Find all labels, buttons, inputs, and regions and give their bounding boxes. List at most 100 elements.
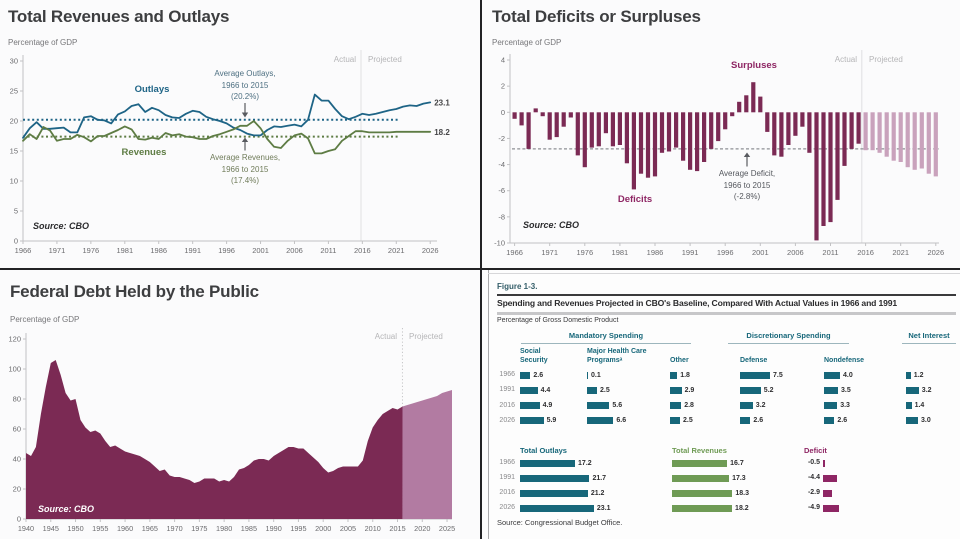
table-cell: 0.1 xyxy=(587,371,601,379)
deficit-bar xyxy=(828,112,833,223)
tick-label: 2016 xyxy=(354,246,371,255)
deficit-bar xyxy=(905,112,910,168)
avg-deficit-note: Average Deficit, 1966 to 2015 (-2.8%) xyxy=(718,169,776,201)
table-cell: 3.2 xyxy=(740,402,766,410)
deficit-bar xyxy=(842,112,847,166)
value-bar xyxy=(587,402,610,410)
row-year-label: 1966 xyxy=(499,371,515,378)
arrow-up-icon xyxy=(743,152,751,167)
chart-title: Federal Debt Held by the Public xyxy=(10,282,259,301)
totals-row: 2026 23.1 18.2 -4.9 xyxy=(481,504,960,514)
table-row: 1991 4.4 2.5 2.9 5.2 3.5 3.2 xyxy=(481,386,960,396)
value-bar xyxy=(670,417,680,425)
tick-label: -6 xyxy=(498,186,505,195)
value-bar xyxy=(824,386,838,394)
table-cell: 17.3 xyxy=(672,474,746,482)
deficit-bar xyxy=(547,112,552,140)
actual-label: Actual xyxy=(333,55,356,64)
totals-row: 1991 21.7 17.3 -4.4 xyxy=(481,474,960,484)
table-cell: 21.7 xyxy=(520,474,606,482)
tick-label: 1975 xyxy=(191,524,207,533)
tick-label: 20 xyxy=(13,485,21,494)
row-year-label: 2016 xyxy=(499,489,515,496)
value-bar xyxy=(824,417,835,425)
debt-area-actual xyxy=(26,360,403,519)
table-cell xyxy=(823,504,839,512)
group-header-net-interest: Net Interest xyxy=(902,331,956,344)
surpluses-label: Surpluses xyxy=(731,60,777,71)
row-year-label: 1991 xyxy=(499,474,515,481)
table-cell: 4.0 xyxy=(824,371,853,379)
row-year-label: 1966 xyxy=(499,459,515,466)
deficit-bar xyxy=(540,112,545,117)
table-cell: 7.5 xyxy=(740,371,783,379)
deficit-bar xyxy=(645,112,651,178)
tick-label: 0 xyxy=(501,108,505,117)
value-bar xyxy=(520,474,590,482)
tick-label: 80 xyxy=(13,395,21,404)
table-cell: 2.6 xyxy=(740,417,763,425)
value-label: 18.3 xyxy=(735,489,749,497)
value-bar xyxy=(520,504,594,512)
table-cell: 5.9 xyxy=(520,417,556,425)
table-cell xyxy=(823,489,833,497)
value-label: 5.6 xyxy=(612,402,623,410)
value-bar xyxy=(672,489,733,497)
table-cell: 18.2 xyxy=(672,504,749,512)
tick-label: 2006 xyxy=(787,248,804,257)
value-label: 1.4 xyxy=(914,402,925,410)
deficit-bar xyxy=(652,112,658,177)
deficit-bar xyxy=(688,112,693,170)
value-label: 2.9 xyxy=(684,386,695,394)
value-bar xyxy=(670,386,682,394)
tick-label: 1970 xyxy=(166,524,182,533)
figure-number: Figure 1-3. xyxy=(497,282,538,291)
total-outlays-header: Total Outlays xyxy=(520,446,567,455)
debt-area-projected xyxy=(402,390,452,519)
panel-figure-table: Figure 1-3. Spending and Revenues Projec… xyxy=(481,270,960,539)
projected-label: Projected xyxy=(368,55,402,64)
deficit-bar xyxy=(933,112,938,177)
tick-label: 10 xyxy=(10,177,18,186)
deficit-bar xyxy=(884,112,889,157)
deficit-bar xyxy=(898,112,903,162)
tick-label: 1966 xyxy=(15,246,32,255)
tick-label: 2021 xyxy=(388,246,405,255)
value-label: 3.0 xyxy=(921,417,931,425)
value-bar xyxy=(824,371,840,379)
value-label: 1.8 xyxy=(680,371,690,379)
deficit-bar xyxy=(589,112,594,148)
figure-source: Source: Congressional Budget Office. xyxy=(497,518,623,527)
table-row: 2016 4.9 5.6 2.8 3.2 3.3 1.4 xyxy=(481,402,960,412)
tick-label: 2001 xyxy=(752,248,769,257)
column-header-major-health-care: Major Health Care Programsᵃ xyxy=(587,348,647,364)
table-cell: 18.3 xyxy=(672,489,749,497)
column-header-nondefense: Nondefense xyxy=(824,356,865,364)
value-label: 21.7 xyxy=(592,474,607,482)
table-cell: 2.5 xyxy=(670,417,693,425)
table-cell: 23.1 xyxy=(520,504,611,512)
deficit-bar xyxy=(512,112,517,119)
value-label: 21.2 xyxy=(590,489,605,497)
value-label: 2.6 xyxy=(753,417,764,425)
deficit-bar xyxy=(772,112,777,156)
deficit-bar xyxy=(533,108,538,113)
deficit-bar xyxy=(674,112,679,148)
subtitle-rule xyxy=(497,312,956,315)
value-bar xyxy=(670,402,682,410)
deficit-bar xyxy=(610,112,615,147)
deficit-bar xyxy=(575,112,580,156)
tick-label: 2 xyxy=(501,82,505,91)
tick-label: 1996 xyxy=(717,248,734,257)
value-label: 2.6 xyxy=(837,417,848,425)
tick-label: 2000 xyxy=(315,524,331,533)
value-bar xyxy=(823,489,833,497)
title-rule xyxy=(497,294,956,296)
tick-label: 1990 xyxy=(266,524,282,533)
tick-label: 1981 xyxy=(116,246,133,255)
deficit-bar xyxy=(702,112,707,162)
table-cell: 2.5 xyxy=(587,386,610,394)
value-label: 2.5 xyxy=(683,417,693,425)
value-label: 2.5 xyxy=(600,386,610,394)
tick-label: 1981 xyxy=(612,248,629,257)
